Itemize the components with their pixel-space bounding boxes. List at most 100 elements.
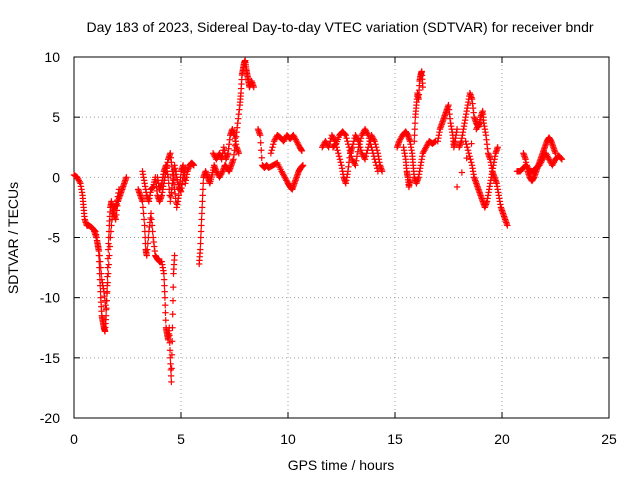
data-point: [357, 135, 365, 142]
data-point: [344, 138, 351, 145]
y-tick-label: 0: [52, 169, 60, 185]
data-point: [353, 157, 360, 164]
data-point: [431, 138, 439, 146]
data-point: [104, 273, 111, 280]
y-tick-label: 5: [52, 109, 60, 125]
data-point: [123, 174, 130, 181]
y-tick-label: -10: [40, 290, 60, 306]
data-point: [197, 240, 204, 247]
data-point: [494, 144, 501, 151]
data-point: [458, 169, 466, 176]
data-point: [197, 246, 204, 253]
x-tick-label: 10: [280, 431, 296, 447]
data-point: [411, 119, 419, 127]
data-point: [366, 138, 374, 145]
data-point: [355, 144, 362, 151]
data-point: [140, 210, 147, 217]
data-point: [258, 147, 265, 154]
data-point: [257, 139, 264, 146]
data-point: [161, 288, 168, 295]
data-point: [343, 135, 350, 142]
data-point: [353, 153, 361, 160]
data-points: [70, 57, 566, 386]
data-point: [258, 154, 265, 161]
data-point: [256, 132, 264, 139]
data-point: [97, 258, 104, 265]
data-point: [167, 366, 175, 374]
data-point: [106, 252, 113, 259]
data-point: [98, 270, 105, 277]
data-point: [370, 153, 378, 160]
data-point: [475, 121, 482, 128]
data-point: [467, 156, 474, 163]
data-point: [268, 147, 275, 154]
data-point: [94, 243, 102, 250]
y-axis-label: SDTVAR / TECUs: [5, 182, 21, 294]
data-point: [199, 192, 206, 199]
data-point: [199, 186, 207, 193]
data-point: [371, 156, 378, 163]
data-point: [168, 378, 175, 386]
data-point: [356, 141, 363, 148]
data-point: [168, 351, 176, 359]
data-point: [468, 140, 475, 147]
data-point: [348, 153, 355, 160]
data-point: [342, 132, 349, 139]
data-point: [347, 150, 354, 157]
data-point: [175, 192, 183, 199]
data-point: [143, 252, 150, 259]
grid-lines: [74, 57, 609, 418]
data-point: [464, 147, 472, 154]
data-point: [198, 216, 205, 223]
data-point: [102, 306, 110, 313]
data-point: [171, 252, 178, 259]
data-point: [144, 246, 151, 253]
data-point: [162, 317, 169, 324]
y-tick-labels: -20 -15 -10 -5 0 5 10: [40, 49, 60, 426]
x-tick-label: 5: [177, 431, 185, 447]
data-point: [373, 165, 381, 172]
data-point: [365, 132, 372, 139]
data-point: [161, 282, 168, 289]
data-point: [148, 216, 155, 223]
data-point: [167, 360, 174, 368]
data-point: [162, 301, 169, 309]
data-point: [96, 252, 103, 259]
data-point: [363, 150, 370, 157]
data-point: [344, 141, 352, 148]
data-point: [267, 150, 275, 157]
data-point: [108, 216, 116, 223]
data-point: [361, 156, 369, 163]
data-point: [198, 210, 206, 217]
data-point: [372, 159, 379, 166]
data-point: [558, 156, 566, 163]
data-point: [107, 234, 114, 241]
data-point: [162, 309, 169, 316]
data-point: [462, 138, 469, 145]
data-point: [370, 136, 378, 143]
data-point: [95, 247, 103, 255]
data-point: [140, 216, 148, 223]
y-tick-label: -5: [48, 230, 61, 246]
data-point: [364, 130, 371, 137]
data-point: [557, 155, 565, 162]
data-point: [411, 126, 418, 133]
data-point: [468, 159, 475, 166]
y-tick-label: -20: [40, 410, 60, 426]
data-point: [197, 228, 205, 235]
data-point: [368, 144, 375, 151]
data-point: [198, 222, 205, 229]
data-point: [504, 222, 511, 229]
data-point: [463, 141, 470, 148]
data-point: [169, 311, 176, 318]
data-point: [94, 238, 101, 246]
data-point: [235, 150, 242, 157]
data-point: [346, 147, 353, 154]
data-point: [357, 138, 364, 145]
data-point: [105, 270, 112, 277]
data-point: [144, 240, 152, 247]
data-point: [341, 131, 349, 138]
data-point: [166, 332, 173, 339]
data-point: [406, 177, 414, 185]
